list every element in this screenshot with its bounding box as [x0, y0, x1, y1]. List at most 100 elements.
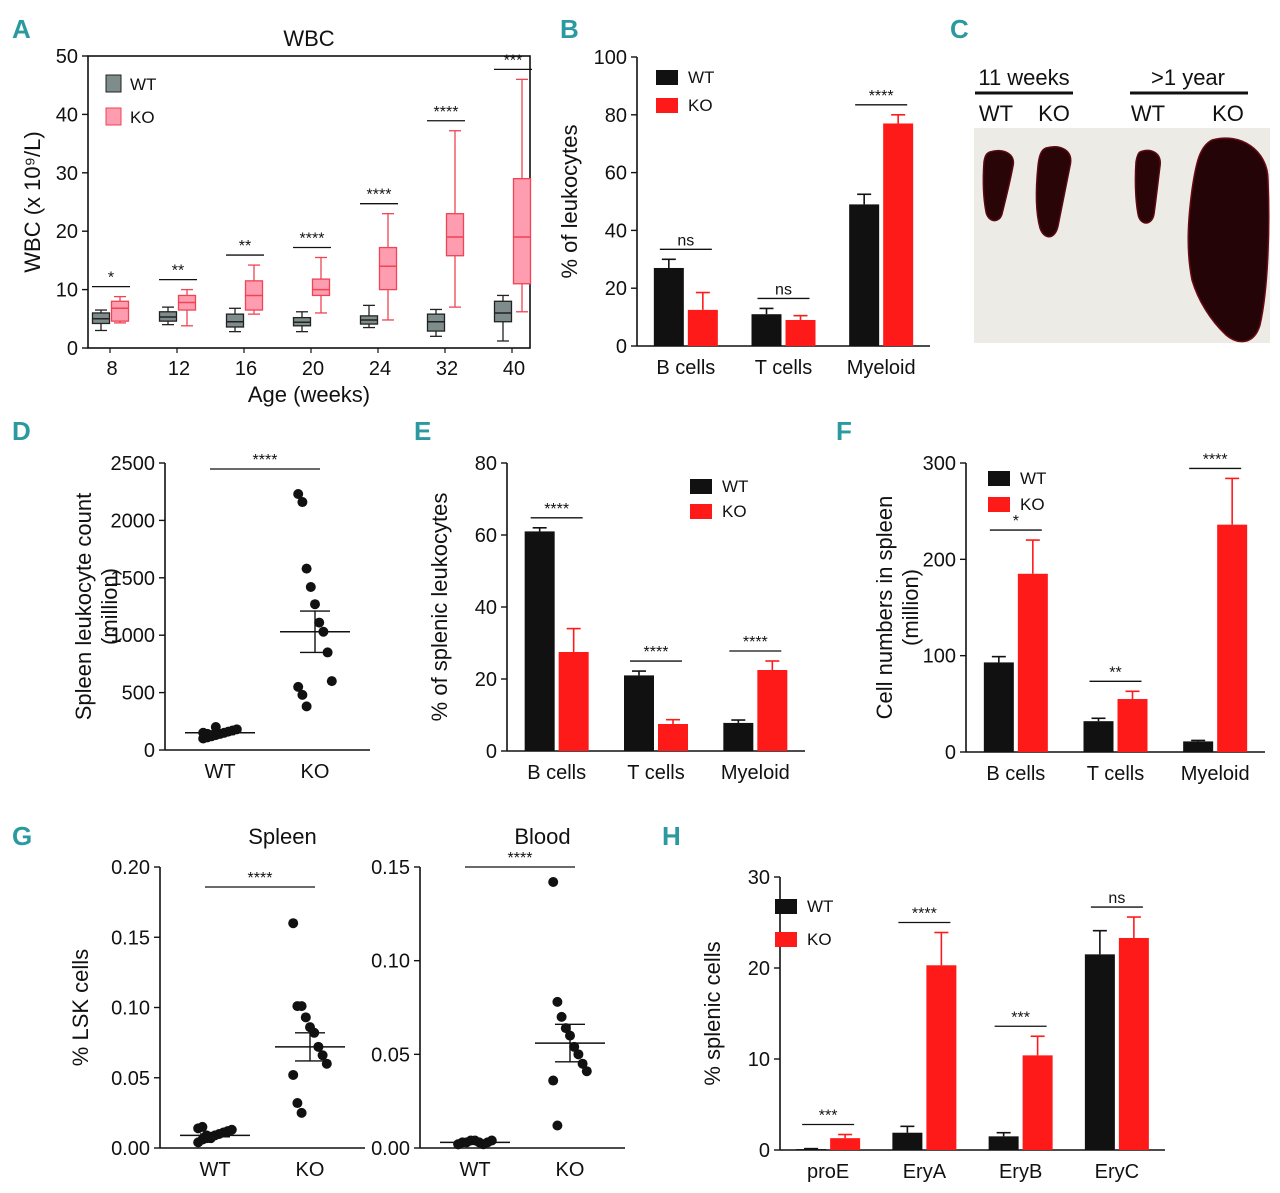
data-point-ko	[293, 488, 304, 499]
chart-a-wbc: 0 10 20 30 40 50 WBC 8 12 16 20 24 32 40 Age (weeks) WB…	[20, 26, 532, 407]
x-tick-label: WT	[199, 1159, 230, 1181]
bar-wt	[988, 1136, 1019, 1150]
significance-label: ****	[434, 104, 459, 121]
y-tick-label: 50	[56, 46, 78, 68]
x-tick-label: KO	[296, 1159, 325, 1181]
x-tick-label: 32	[436, 358, 458, 380]
y-tick-label: 10	[56, 280, 78, 302]
box-wt	[225, 313, 245, 328]
y-tick-label: 0.10	[111, 998, 150, 1020]
significance-label: ns	[1108, 890, 1125, 907]
y-axis-label: (million)	[898, 569, 923, 646]
x-tick-label: 40	[503, 358, 525, 380]
y-tick-label: 60	[605, 163, 627, 185]
spleen-ko-1y	[1187, 137, 1270, 343]
y-tick-label: 200	[923, 549, 956, 571]
panel-label-c: C	[950, 14, 969, 44]
legend-label-ko: KO	[130, 108, 155, 127]
y-tick-label: 10	[748, 1049, 770, 1071]
legend-swatch-wt	[988, 471, 1010, 486]
data-point-wt	[226, 1124, 237, 1135]
significance-label: ***	[504, 52, 523, 69]
x-tick-label: T cells	[1087, 763, 1144, 785]
x-tick-label: EryA	[903, 1161, 947, 1183]
data-point-ko	[305, 581, 316, 592]
bar-wt	[796, 1149, 827, 1150]
significance-label: ****	[248, 870, 273, 887]
box-wt	[426, 313, 446, 332]
y-tick-label: 40	[605, 220, 627, 242]
y-tick-label: 30	[748, 867, 770, 889]
chart-f-cell-numbers: 0 100 200 300 Cell numbers in spleen (million…	[872, 451, 1265, 785]
significance-label: ****	[253, 452, 278, 469]
box-ko	[378, 246, 398, 291]
y-tick-label: 0	[486, 741, 497, 763]
significance-label: **	[1109, 664, 1121, 681]
y-tick-label: 1000	[111, 625, 156, 647]
x-tick-label: 16	[235, 358, 257, 380]
data-point-ko	[560, 1023, 571, 1034]
box-ko	[512, 177, 532, 285]
legend-label-wt: WT	[1020, 469, 1046, 488]
bar-ko	[757, 670, 788, 751]
x-tick-label: KO	[556, 1159, 585, 1181]
bar-ko	[1217, 524, 1248, 752]
x-tick-label: T cells	[627, 762, 684, 784]
data-point-wt	[210, 722, 221, 733]
y-tick-label: 20	[605, 278, 627, 300]
photo-label-ko-11w: KO	[1038, 101, 1070, 126]
y-axis-label: % of splenic leukocytes	[427, 493, 452, 722]
y-tick-label: 0	[616, 336, 627, 358]
panel-label-h: H	[662, 821, 681, 851]
data-point-ko	[288, 918, 299, 929]
chart-title: Spleen	[248, 824, 317, 849]
x-tick-label: 24	[369, 358, 391, 380]
data-point-ko	[314, 617, 325, 628]
photo-label-wt-11w: WT	[979, 101, 1013, 126]
bar-wt	[751, 314, 782, 346]
panel-label-f: F	[836, 416, 852, 446]
data-point-ko	[573, 1049, 584, 1060]
significance-label: *	[1013, 513, 1019, 530]
x-tick-label: WT	[204, 761, 235, 783]
x-tick-label: Myeloid	[1181, 763, 1250, 785]
bar-ko	[830, 1138, 861, 1150]
data-point-wt	[231, 724, 242, 735]
panel-label-b: B	[560, 14, 579, 44]
data-point-ko	[552, 1120, 563, 1131]
y-tick-label: 80	[605, 105, 627, 127]
data-point-ko	[297, 497, 308, 508]
significance-label: ****	[544, 501, 569, 518]
bar-wt	[1083, 721, 1114, 752]
data-point-ko	[326, 676, 337, 687]
data-point-ko	[556, 1011, 567, 1022]
y-tick-label: 2500	[111, 453, 156, 475]
y-axis-label: % LSK cells	[68, 949, 93, 1066]
y-axis-label: (million)	[97, 568, 122, 645]
bar-wt	[723, 722, 754, 751]
data-point-ko	[300, 1012, 311, 1023]
photo-label-ko-1y: KO	[1212, 101, 1244, 126]
chart-e-splenic-leukocytes: 0 20 40 60 80 % of splenic leukocytes B cells *…	[427, 453, 805, 784]
box-ko	[445, 213, 465, 257]
box-ko	[311, 278, 331, 297]
x-tick-label: 8	[106, 358, 117, 380]
y-axis-label: Cell numbers in spleen	[872, 496, 897, 720]
y-tick-label: 20	[56, 221, 78, 243]
significance-label: ****	[1203, 451, 1228, 468]
significance-label: *	[108, 270, 114, 287]
panel-label-g: G	[12, 821, 32, 851]
y-tick-label: 0	[945, 742, 956, 764]
x-tick-label: T cells	[755, 357, 812, 379]
bar-wt	[892, 1132, 923, 1150]
y-tick-label: 40	[475, 597, 497, 619]
x-tick-label: 12	[168, 358, 190, 380]
significance-label: ****	[644, 644, 669, 661]
legend-swatch-ko	[656, 98, 678, 113]
bar-wt	[983, 662, 1014, 752]
chart-title: Blood	[514, 824, 570, 849]
y-tick-label: 300	[923, 453, 956, 475]
y-tick-label: 0	[759, 1140, 770, 1162]
data-point-ko	[310, 599, 320, 610]
